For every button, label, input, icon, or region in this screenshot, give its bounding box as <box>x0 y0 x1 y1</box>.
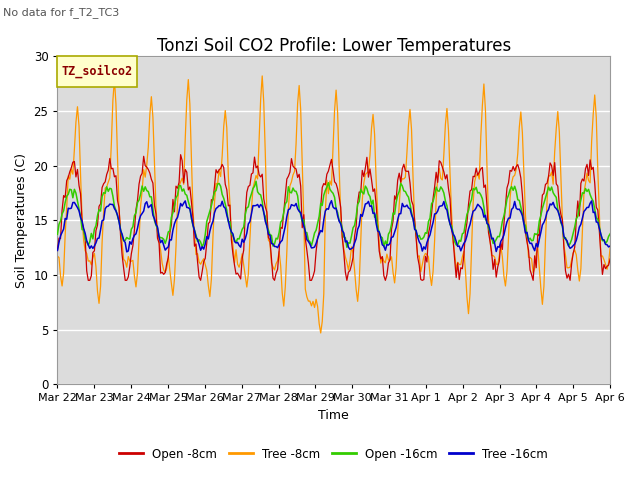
Tree -16cm <box>248 211 255 217</box>
Legend: Open -8cm, Tree -8cm, Open -16cm, Tree -16cm: Open -8cm, Tree -8cm, Open -16cm, Tree -… <box>115 443 553 465</box>
Open -16cm <box>252 179 260 184</box>
Line: Tree -8cm: Tree -8cm <box>58 76 610 333</box>
Tree -8cm <box>606 245 614 251</box>
Text: No data for f_T2_TC3: No data for f_T2_TC3 <box>3 7 120 18</box>
Open -16cm <box>606 231 614 237</box>
Tree -8cm <box>122 258 129 264</box>
Tree -16cm <box>54 248 61 253</box>
Tree -8cm <box>237 259 244 265</box>
Y-axis label: Soil Temperatures (C): Soil Temperatures (C) <box>15 153 28 288</box>
Open -16cm <box>579 190 586 196</box>
Open -8cm <box>177 152 184 157</box>
Tree -8cm <box>317 330 324 336</box>
Open -16cm <box>218 192 226 197</box>
Tree -8cm <box>259 73 266 79</box>
Tree -8cm <box>54 253 61 259</box>
Open -8cm <box>579 176 586 182</box>
Open -8cm <box>240 247 248 253</box>
Open -16cm <box>237 231 244 237</box>
Text: TZ_soilco2: TZ_soilco2 <box>62 65 133 78</box>
Line: Open -16cm: Open -16cm <box>58 181 610 247</box>
Open -16cm <box>54 231 61 237</box>
Open -8cm <box>606 256 614 262</box>
Tree -16cm <box>606 243 614 249</box>
Tree -8cm <box>297 107 305 113</box>
Tree -16cm <box>297 210 305 216</box>
Tree -16cm <box>122 240 129 245</box>
Open -8cm <box>298 225 306 230</box>
Open -8cm <box>221 181 229 187</box>
Tree -8cm <box>218 153 226 159</box>
Open -8cm <box>54 247 61 253</box>
Open -8cm <box>123 277 131 283</box>
Title: Tonzi Soil CO2 Profile: Lower Temperatures: Tonzi Soil CO2 Profile: Lower Temperatur… <box>157 36 511 55</box>
Open -16cm <box>297 212 305 218</box>
Tree -8cm <box>246 236 253 242</box>
Tree -16cm <box>579 216 586 221</box>
Line: Open -8cm: Open -8cm <box>58 155 610 280</box>
Open -8cm <box>249 170 257 176</box>
Open -16cm <box>343 244 351 250</box>
Line: Tree -16cm: Tree -16cm <box>58 201 610 252</box>
Tree -16cm <box>220 204 228 210</box>
Open -8cm <box>84 277 92 283</box>
Open -16cm <box>246 196 253 202</box>
Tree -16cm <box>328 198 335 204</box>
Tree -8cm <box>579 228 586 233</box>
X-axis label: Time: Time <box>319 409 349 422</box>
Open -16cm <box>122 238 129 243</box>
Tree -16cm <box>123 249 131 255</box>
Tree -16cm <box>238 236 246 242</box>
